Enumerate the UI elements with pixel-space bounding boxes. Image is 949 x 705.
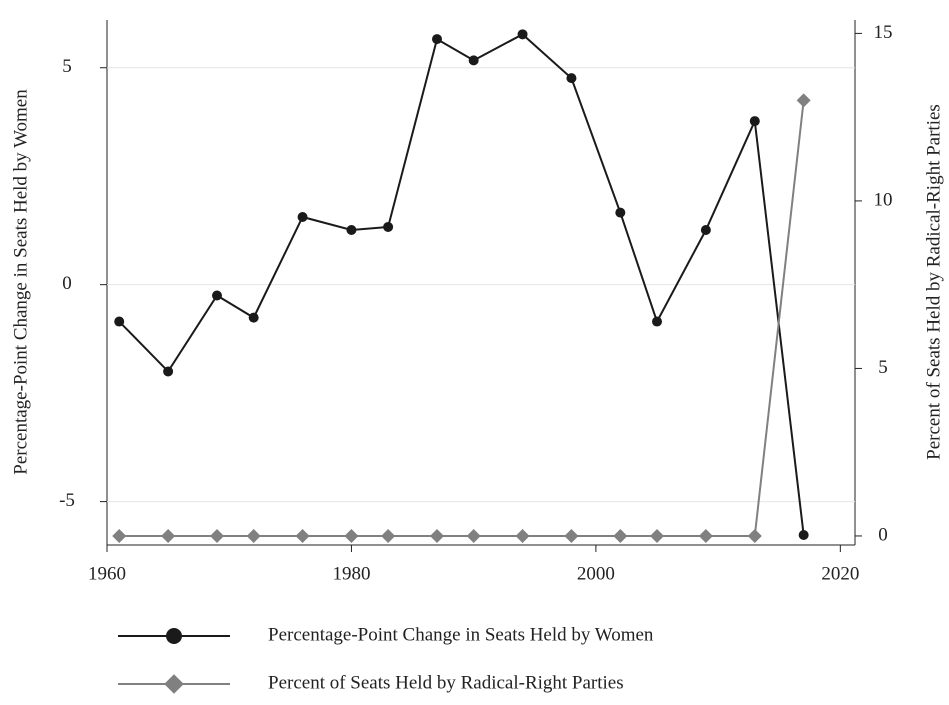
x-tick-label: 1960 bbox=[88, 563, 126, 584]
y-axis-label: Percentage-Point Change in Seats Held by… bbox=[10, 89, 31, 475]
point bbox=[698, 528, 713, 543]
legend-label: Percent of Seats Held by Radical-Right P… bbox=[268, 672, 624, 693]
point bbox=[297, 211, 308, 222]
point bbox=[652, 316, 662, 327]
point bbox=[112, 528, 127, 543]
series-line bbox=[118, 33, 805, 536]
point bbox=[517, 29, 528, 40]
y2-tick-label: 10 bbox=[874, 189, 893, 210]
point bbox=[114, 316, 125, 327]
point bbox=[515, 528, 530, 543]
point bbox=[344, 528, 359, 543]
point bbox=[796, 93, 811, 108]
legend-label: Percentage-Point Change in Seats Held by… bbox=[268, 624, 654, 645]
point bbox=[432, 34, 442, 45]
point bbox=[700, 225, 711, 235]
x-tick-label: 2000 bbox=[577, 563, 615, 584]
series-line bbox=[119, 100, 805, 537]
y-tick-label: -5 bbox=[59, 490, 75, 511]
point bbox=[212, 290, 222, 301]
y2-tick-label: 0 bbox=[878, 524, 888, 545]
point bbox=[210, 528, 224, 543]
y-tick-label: 0 bbox=[62, 273, 72, 294]
point bbox=[163, 366, 174, 377]
legend-marker bbox=[166, 628, 182, 644]
point bbox=[466, 528, 481, 543]
y2-tick-label: 5 bbox=[878, 357, 888, 378]
point bbox=[615, 207, 626, 218]
point bbox=[747, 528, 762, 543]
point bbox=[346, 225, 357, 235]
point bbox=[246, 528, 261, 543]
y-tick-label: 5 bbox=[62, 56, 72, 77]
point bbox=[430, 528, 444, 543]
point bbox=[381, 528, 396, 543]
point bbox=[248, 312, 259, 323]
legend-marker bbox=[164, 674, 184, 694]
point bbox=[566, 73, 577, 84]
point bbox=[798, 530, 809, 541]
x-tick-label: 1980 bbox=[332, 563, 370, 584]
point bbox=[650, 528, 664, 543]
y2-axis-label: Percent of Seats Held by Radical-Right P… bbox=[923, 104, 944, 460]
point bbox=[564, 528, 579, 543]
point bbox=[161, 528, 176, 543]
x-tick-label: 2020 bbox=[821, 563, 859, 584]
y2-tick-label: 15 bbox=[874, 22, 893, 43]
point bbox=[383, 221, 394, 232]
point bbox=[613, 528, 628, 543]
point bbox=[468, 55, 479, 66]
point bbox=[749, 116, 760, 127]
point bbox=[295, 528, 310, 543]
